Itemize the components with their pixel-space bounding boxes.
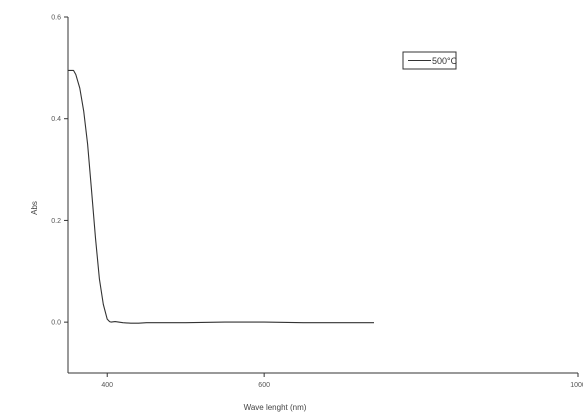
y-tick-label: 0.2 (51, 218, 61, 225)
series-line (68, 69, 374, 324)
series-layer (68, 69, 374, 324)
y-tick-label: 0.6 (51, 15, 61, 22)
axes (67, 17, 578, 374)
x-tick-label: 400 (101, 382, 113, 389)
x-tick-label: 600 (258, 382, 270, 389)
y-tick-label: 0.4 (51, 116, 61, 123)
legend-label: 500°C (432, 56, 458, 66)
legend: 500°C (402, 51, 458, 70)
y-axis-title: Abs (30, 201, 39, 215)
x-axis-title: Wave lenght (nm) (244, 403, 307, 412)
y-tick-label: 0.0 (51, 320, 61, 327)
